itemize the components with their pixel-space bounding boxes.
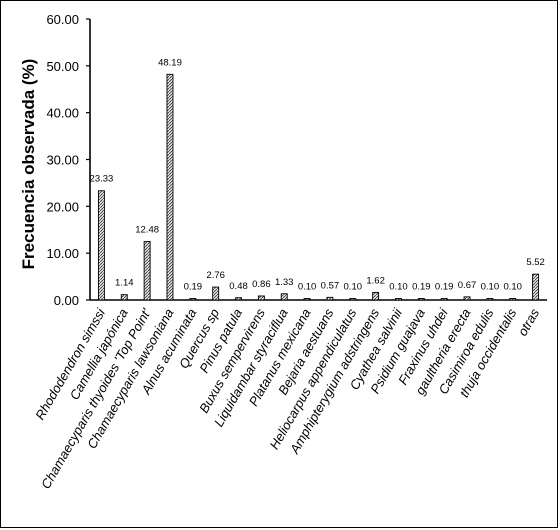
bar (440, 298, 448, 301)
bar-value-label: 0.10 (298, 282, 317, 293)
bar (417, 298, 425, 301)
bar-value-label: 0.57 (321, 280, 340, 291)
bar-value-label: 0.10 (503, 282, 522, 293)
bar-value-label: 5.52 (526, 257, 545, 268)
y-axis-label: Frecuencia observada (%) (19, 59, 38, 270)
bar-value-label: 48.19 (158, 57, 182, 68)
bar-value-label: 1.62 (366, 275, 385, 286)
bar (212, 286, 220, 301)
y-tick-label: 60.00 (46, 12, 79, 27)
bar (349, 298, 357, 301)
bar-value-label: 2.76 (206, 270, 225, 281)
bar (189, 298, 197, 301)
bar (166, 73, 174, 301)
bar (257, 295, 265, 301)
bar-value-label: 1.14 (115, 278, 134, 289)
bar-value-label: 0.86 (252, 279, 271, 290)
bar-value-label: 0.10 (481, 282, 500, 293)
bar (235, 297, 242, 301)
bar-value-label: 12.48 (135, 225, 159, 236)
bar (463, 296, 471, 301)
bar-value-label: 0.67 (458, 280, 477, 291)
bar-value-label: 0.19 (435, 282, 454, 293)
y-tick-label: 50.00 (46, 59, 79, 74)
y-tick-label: 30.00 (46, 153, 79, 168)
bar-value-label: 0.19 (184, 282, 203, 293)
bar (280, 293, 288, 301)
bar (326, 296, 334, 301)
y-tick-label: 10.00 (46, 246, 79, 261)
bar-value-label: 23.33 (90, 174, 114, 185)
bar-value-label: 0.10 (344, 282, 363, 293)
y-tick-label: 20.00 (46, 199, 79, 214)
bar-value-label: 0.10 (389, 282, 408, 293)
bar-value-label: 1.33 (275, 277, 294, 288)
bar (395, 298, 402, 301)
bar (509, 298, 517, 301)
bar (372, 291, 380, 301)
y-tick-label: 0.00 (54, 293, 79, 308)
y-tick-label: 40.00 (46, 106, 79, 121)
bar (143, 241, 151, 301)
bar (486, 298, 494, 301)
bar (303, 298, 311, 301)
bar (532, 273, 540, 301)
bar (97, 190, 105, 301)
bar-value-label: 0.19 (412, 282, 431, 293)
category-label: otras (515, 306, 543, 339)
bar (120, 294, 128, 301)
bar-value-label: 0.48 (229, 281, 248, 292)
